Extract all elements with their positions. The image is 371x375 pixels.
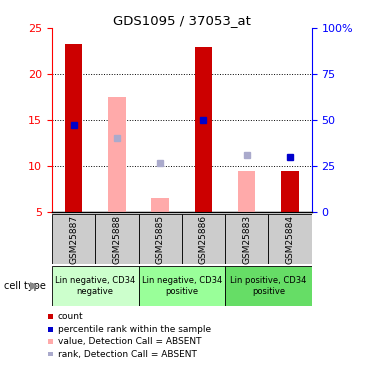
Text: ▶: ▶ xyxy=(30,281,39,291)
Bar xyxy=(138,214,182,264)
Bar xyxy=(195,46,212,212)
Bar xyxy=(182,214,225,264)
Text: Lin negative, CD34
negative: Lin negative, CD34 negative xyxy=(55,276,135,296)
Bar xyxy=(52,214,95,264)
Text: Lin positive, CD34
positive: Lin positive, CD34 positive xyxy=(230,276,306,296)
Text: GSM25883: GSM25883 xyxy=(242,214,251,264)
Text: GSM25885: GSM25885 xyxy=(156,214,165,264)
Bar xyxy=(268,214,312,264)
Bar xyxy=(238,171,255,212)
Text: GSM25887: GSM25887 xyxy=(69,214,78,264)
Text: rank, Detection Call = ABSENT: rank, Detection Call = ABSENT xyxy=(58,350,196,358)
Bar xyxy=(281,171,299,212)
Text: cell type: cell type xyxy=(4,281,46,291)
Title: GDS1095 / 37053_at: GDS1095 / 37053_at xyxy=(113,14,251,27)
Text: value, Detection Call = ABSENT: value, Detection Call = ABSENT xyxy=(58,337,201,346)
Text: GSM25886: GSM25886 xyxy=(199,214,208,264)
Bar xyxy=(108,97,125,212)
Bar xyxy=(95,214,138,264)
Text: GSM25888: GSM25888 xyxy=(112,214,121,264)
Bar xyxy=(151,198,169,212)
Bar xyxy=(225,214,268,264)
Text: percentile rank within the sample: percentile rank within the sample xyxy=(58,325,211,334)
Text: Lin negative, CD34
positive: Lin negative, CD34 positive xyxy=(142,276,222,296)
Bar xyxy=(138,266,225,306)
Bar xyxy=(225,266,312,306)
Bar xyxy=(65,44,82,212)
Bar xyxy=(52,266,138,306)
Text: count: count xyxy=(58,312,83,321)
Text: GSM25884: GSM25884 xyxy=(286,214,295,264)
